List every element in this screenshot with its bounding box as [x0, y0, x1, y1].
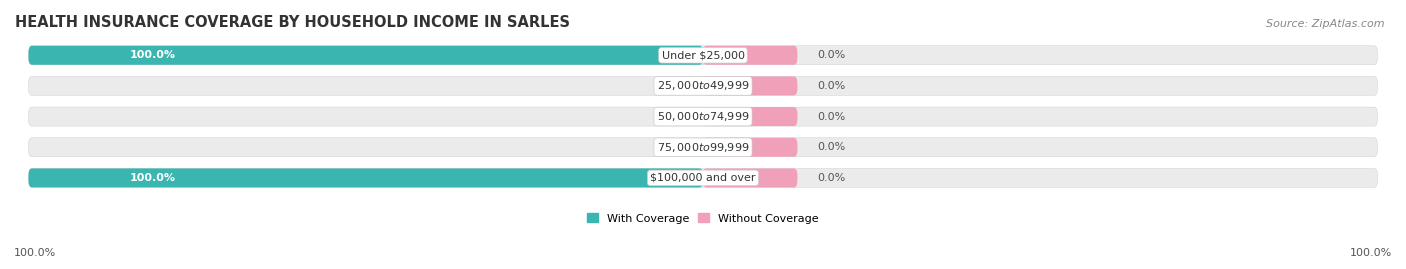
FancyBboxPatch shape	[28, 76, 1378, 95]
Text: 0.0%: 0.0%	[818, 50, 846, 60]
Text: 0.0%: 0.0%	[818, 81, 846, 91]
FancyBboxPatch shape	[28, 168, 703, 187]
Text: $25,000 to $49,999: $25,000 to $49,999	[657, 79, 749, 93]
Text: 0.0%: 0.0%	[655, 142, 683, 152]
FancyBboxPatch shape	[703, 107, 797, 126]
Legend: With Coverage, Without Coverage: With Coverage, Without Coverage	[582, 209, 824, 228]
Text: $50,000 to $74,999: $50,000 to $74,999	[657, 110, 749, 123]
Text: 0.0%: 0.0%	[818, 173, 846, 183]
FancyBboxPatch shape	[703, 76, 797, 95]
FancyBboxPatch shape	[703, 138, 797, 157]
Text: 0.0%: 0.0%	[818, 142, 846, 152]
Text: HEALTH INSURANCE COVERAGE BY HOUSEHOLD INCOME IN SARLES: HEALTH INSURANCE COVERAGE BY HOUSEHOLD I…	[15, 15, 569, 30]
Text: $100,000 and over: $100,000 and over	[650, 173, 756, 183]
Text: Source: ZipAtlas.com: Source: ZipAtlas.com	[1267, 19, 1385, 29]
Text: $75,000 to $99,999: $75,000 to $99,999	[657, 141, 749, 154]
Text: 0.0%: 0.0%	[655, 81, 683, 91]
Text: 0.0%: 0.0%	[655, 112, 683, 122]
FancyBboxPatch shape	[28, 168, 1378, 187]
Text: 100.0%: 100.0%	[14, 248, 56, 258]
FancyBboxPatch shape	[28, 107, 1378, 126]
FancyBboxPatch shape	[28, 138, 1378, 157]
Text: 100.0%: 100.0%	[1350, 248, 1392, 258]
FancyBboxPatch shape	[703, 168, 797, 187]
Text: 100.0%: 100.0%	[129, 50, 176, 60]
Text: 0.0%: 0.0%	[818, 112, 846, 122]
Text: Under $25,000: Under $25,000	[661, 50, 745, 60]
FancyBboxPatch shape	[703, 46, 797, 65]
FancyBboxPatch shape	[28, 46, 1378, 65]
Text: 100.0%: 100.0%	[129, 173, 176, 183]
FancyBboxPatch shape	[28, 46, 703, 65]
